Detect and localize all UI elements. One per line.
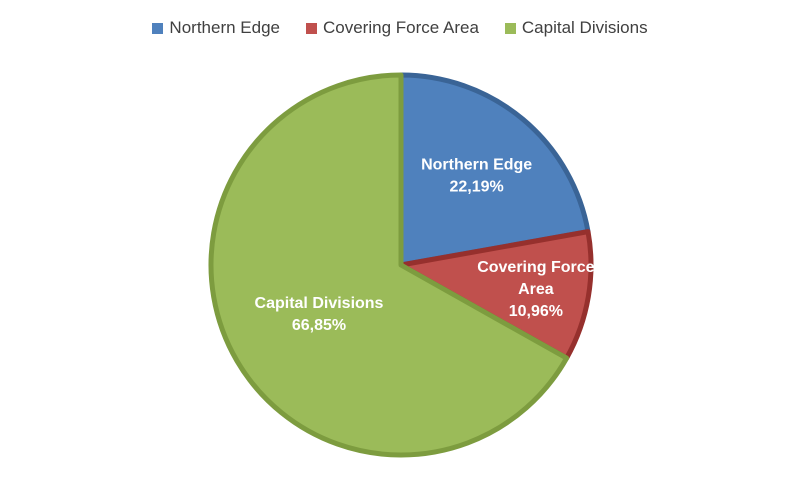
legend-label-capital-divisions: Capital Divisions	[521, 18, 648, 37]
data-label-northern-edge: Northern Edge 22,19%	[421, 157, 532, 196]
data-label-capital-divisions: Capital Divisions 66,85%	[255, 295, 384, 334]
pie-slice-capital-divisions	[208, 72, 570, 458]
legend-item-northern-edge: Northern Edge	[152, 18, 280, 38]
chart-legend: Northern Edge Covering Force Area Capita…	[0, 18, 800, 38]
legend-label-northern-edge: Northern Edge	[169, 18, 280, 37]
legend-swatch-northern-edge	[152, 22, 164, 34]
legend-label-covering-force-area: Covering Force Area	[323, 18, 479, 37]
data-label-covering-force-area: Covering Force Area 10,96%	[477, 259, 594, 320]
pie-slice-northern-edge	[398, 72, 591, 268]
legend-swatch-covering-force-area	[306, 22, 317, 34]
legend-swatch-capital-divisions	[504, 22, 516, 34]
legend-item-covering-force-area: Covering Force Area	[306, 18, 479, 38]
pie-slice-covering-force-area	[398, 229, 594, 361]
legend-item-capital-divisions: Capital Divisions	[504, 18, 648, 38]
